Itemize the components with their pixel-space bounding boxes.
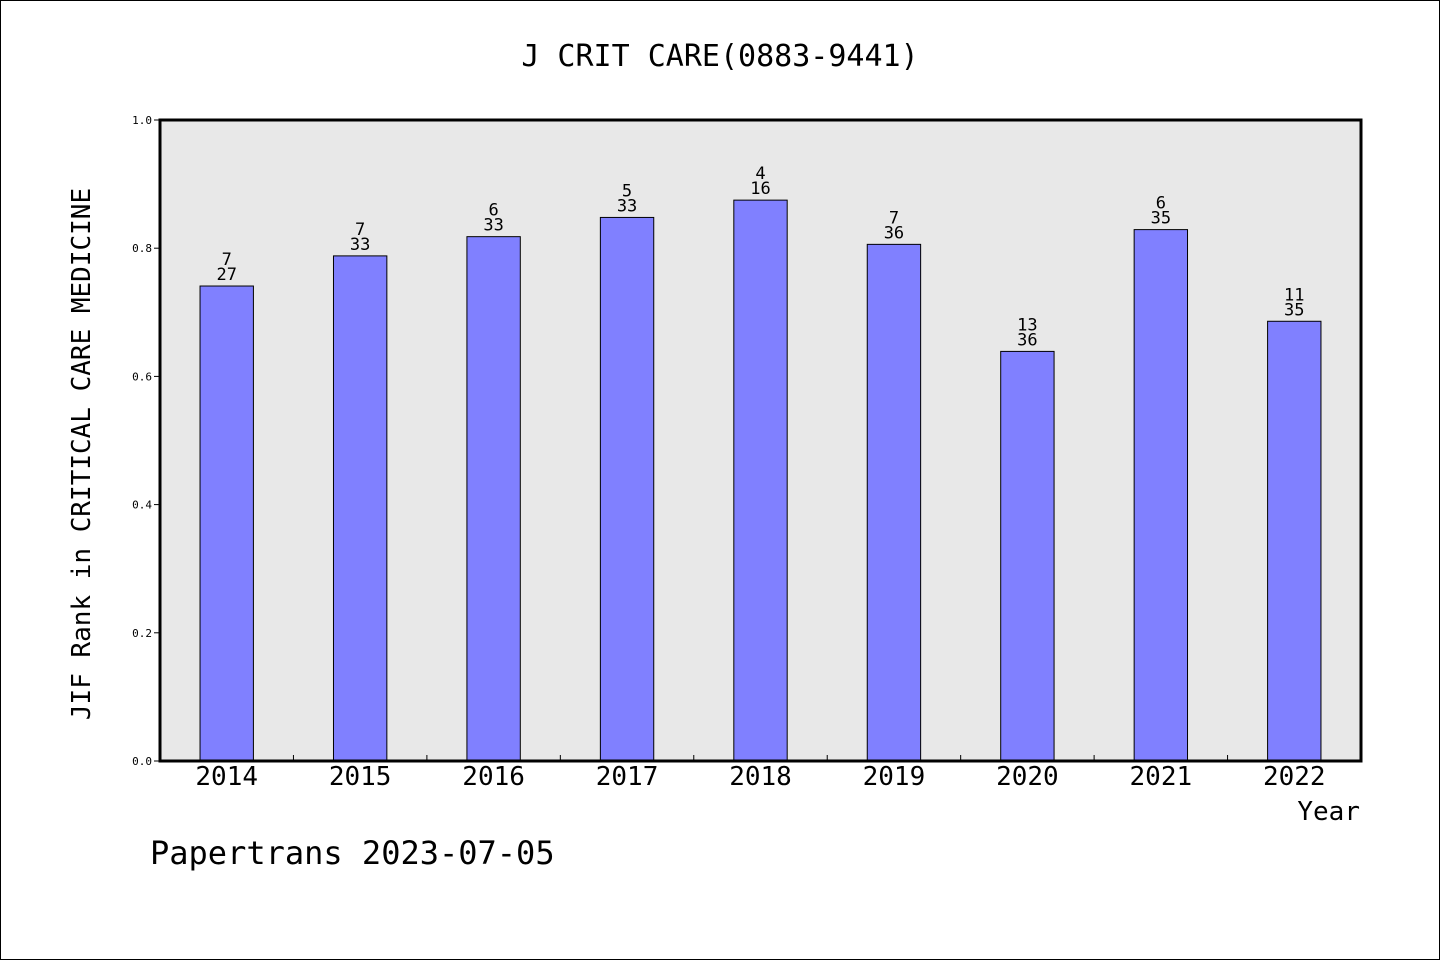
bar [466,236,521,762]
x-tick-label: 2018 [729,762,792,792]
bar [1267,320,1322,762]
bar-total-label: 33 [483,216,503,236]
chart-title: J CRIT CARE(0883-9441) [521,39,918,74]
bar-rank-label: 4 [755,164,765,184]
bar-rank-label: 11 [1284,285,1304,305]
y-tick-label: 0.6 [132,370,152,383]
x-tick-label: 2014 [195,762,258,792]
bar-total-label: 36 [1017,330,1037,350]
x-tick-label: 2015 [329,762,392,792]
y-axis-ticks: 0.0 0.2 0.4 0.6 0.8 1.0 [132,114,160,768]
y-tick-label: 0.2 [132,627,152,640]
bar [733,199,788,762]
bar-total-label: 35 [1151,209,1171,229]
bar [199,285,254,762]
x-axis-label: Year [1297,797,1360,827]
bar-total-label: 16 [750,179,770,199]
bar [1000,350,1055,762]
bar [599,216,655,762]
x-tick-label: 2017 [596,762,659,792]
bar-total-label: 33 [617,196,637,216]
y-tick-label: 0.0 [132,755,152,768]
y-axis-label: JIF Rank in CRITICAL CARE MEDICINE [67,188,97,720]
bar [1133,229,1189,762]
bar [866,243,922,762]
bar-rank-label: 7 [889,208,899,228]
y-tick-label: 0.4 [132,499,152,512]
x-tick-label: 2022 [1263,762,1326,792]
bar [332,255,388,762]
x-tick-label: 2016 [462,762,525,792]
bar-total-label: 36 [884,223,904,243]
bar-rank-label: 7 [355,220,365,240]
x-tick-label: 2019 [863,762,926,792]
x-tick-labels: 2014 2015 2016 2017 2018 2019 2020 2021 2022 [195,762,1325,792]
bar-rank-label: 13 [1017,315,1037,335]
y-tick-label: 1.0 [132,114,152,127]
bar-total-label: 27 [216,265,236,285]
plot-border [158,118,1363,763]
x-tick-label: 2020 [996,762,1059,792]
bar-total-label: 35 [1284,300,1304,320]
bar-rank-label: 5 [622,181,632,201]
bar-rank-label: 6 [1156,194,1166,214]
bar-rank-label: 7 [222,250,232,270]
bars [199,199,1322,762]
bar-total-label: 33 [350,235,370,255]
footer-source: Papertrans 2023-07-05 [150,834,555,872]
bar-rank-label: 6 [488,201,498,221]
y-tick-label: 0.8 [132,242,152,255]
x-tick-label: 2021 [1130,762,1193,792]
